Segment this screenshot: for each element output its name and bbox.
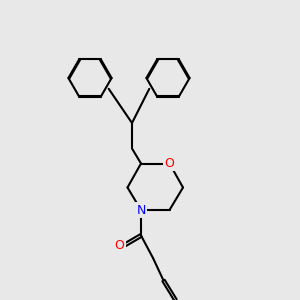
Text: N: N [136, 203, 146, 217]
Text: O: O [115, 238, 124, 252]
Text: O: O [165, 157, 174, 170]
